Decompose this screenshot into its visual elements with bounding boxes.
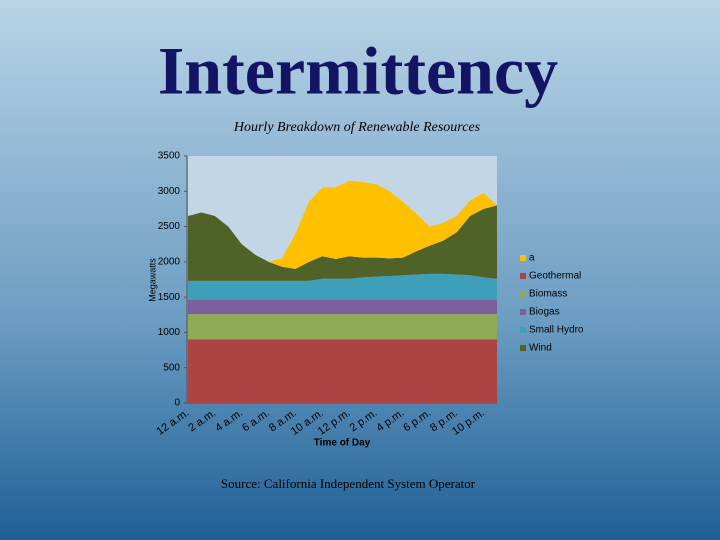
legend-swatch [520,327,526,333]
area [188,299,497,315]
legend-label: Wind [529,343,552,354]
y-tick-label: 0 [174,398,180,409]
legend-label: Biomass [529,289,567,300]
legend-label: Small Hydro [529,325,584,336]
source-note: Source: California Independent System Op… [221,476,476,491]
y-tick-label: 1000 [158,327,181,338]
legend-label: a [529,253,535,264]
area [188,314,497,340]
legend-swatch [520,309,526,315]
area [188,339,497,403]
legend-swatch [520,273,526,279]
legend-swatch [520,255,526,261]
slide-title: Intermittency [158,33,558,109]
chart-subtitle: Hourly Breakdown of Renewable Resources [233,120,481,135]
y-tick-label: 3000 [158,186,181,197]
legend-label: Biogas [529,307,560,318]
area [188,180,497,269]
y-tick-label: 500 [163,362,180,373]
y-tick-label: 2500 [158,221,181,232]
y-tick-label: 2000 [158,256,181,267]
legend-swatch [520,345,526,351]
legend-label: Geothermal [529,271,581,282]
area [188,273,497,300]
y-axis-label: Megawatts [147,258,157,302]
area [188,205,497,281]
legend-swatch [520,291,526,297]
y-tick-label: 1500 [158,292,181,303]
x-axis-label: Time of Day [314,438,371,449]
y-tick-label: 3500 [158,151,181,162]
